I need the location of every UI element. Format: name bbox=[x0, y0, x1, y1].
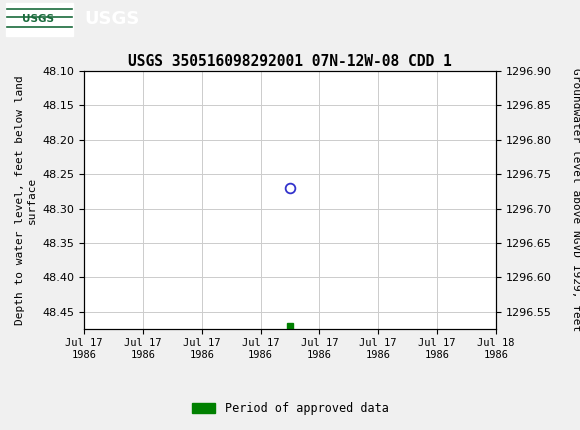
Y-axis label: Depth to water level, feet below land
surface: Depth to water level, feet below land su… bbox=[15, 75, 37, 325]
Legend: Period of approved data: Period of approved data bbox=[187, 397, 393, 420]
FancyBboxPatch shape bbox=[6, 3, 72, 36]
Text: USGS: USGS bbox=[21, 14, 54, 25]
Text: USGS: USGS bbox=[84, 10, 139, 28]
Y-axis label: Groundwater level above NGVD 1929, feet: Groundwater level above NGVD 1929, feet bbox=[571, 68, 580, 332]
Text: USGS 350516098292001 07N-12W-08 CDD 1: USGS 350516098292001 07N-12W-08 CDD 1 bbox=[128, 54, 452, 68]
